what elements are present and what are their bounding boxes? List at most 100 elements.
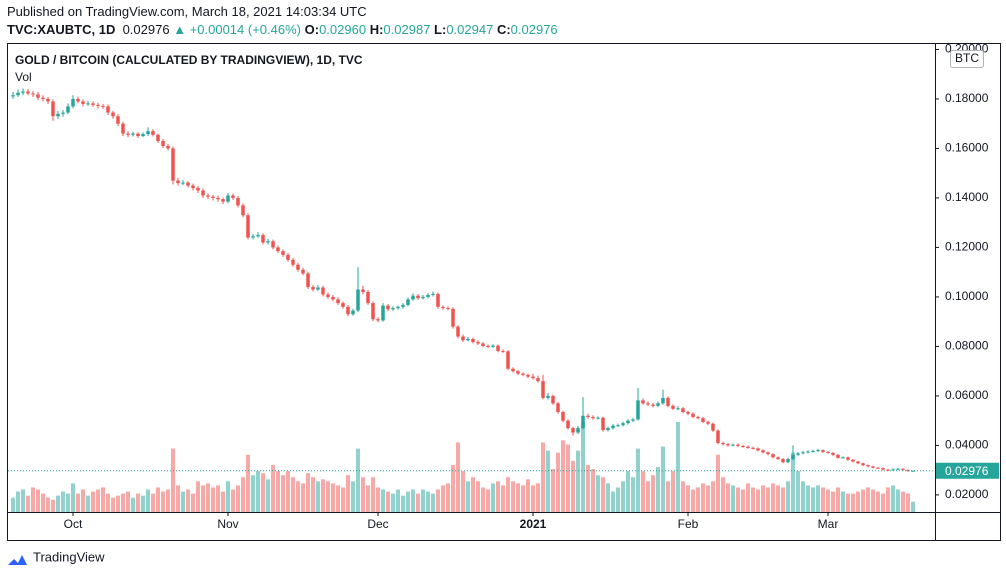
- candle-body: [126, 133, 130, 135]
- candle-body: [351, 310, 355, 315]
- volume-bar: [831, 491, 835, 512]
- volume-bar: [341, 487, 345, 512]
- y-tick-label: 0.04000: [945, 438, 989, 452]
- candle-body: [181, 182, 185, 184]
- volume-bar: [186, 489, 190, 512]
- volume-bar: [491, 483, 495, 512]
- volume-bar: [151, 493, 155, 512]
- candle-body: [756, 448, 760, 451]
- volume-bar: [666, 481, 670, 512]
- candle-body: [36, 94, 40, 98]
- volume-bar: [631, 477, 635, 512]
- candle-body: [711, 423, 715, 431]
- candle-body: [416, 295, 420, 299]
- volume-bar: [711, 481, 715, 512]
- candle-body: [191, 185, 195, 189]
- volume-bar: [721, 477, 725, 512]
- volume-bar: [251, 475, 255, 512]
- candle-body: [851, 459, 855, 462]
- volume-bar: [266, 479, 270, 512]
- candle-body: [826, 451, 830, 453]
- candle-body: [751, 447, 755, 449]
- candle-body: [156, 134, 160, 142]
- volume-bar: [51, 499, 55, 512]
- last-price-label: 0.02976: [945, 464, 989, 478]
- volume-bar: [501, 485, 505, 512]
- candle-body: [136, 133, 140, 137]
- candle-body: [276, 247, 280, 252]
- volume-bar: [161, 491, 165, 512]
- candle-body: [461, 336, 465, 341]
- candle-body: [271, 241, 275, 248]
- candle-body: [856, 461, 860, 464]
- candle-body: [516, 371, 520, 374]
- volume-bar: [746, 483, 750, 512]
- candle-body: [41, 97, 45, 99]
- candle-body: [446, 308, 450, 310]
- volume-bar: [716, 454, 720, 512]
- volume-bar: [261, 473, 265, 512]
- volume-bar: [626, 471, 630, 512]
- volume-bar: [111, 497, 115, 512]
- volume-bar: [421, 489, 425, 512]
- candle-body: [621, 423, 625, 426]
- volume-bar: [41, 493, 45, 512]
- candle-body: [216, 197, 220, 200]
- volume-bar: [681, 481, 685, 512]
- candle-body: [236, 197, 240, 206]
- volume-bar: [591, 469, 595, 512]
- candle-body: [186, 182, 190, 186]
- volume-bar: [296, 481, 300, 512]
- candle-body: [821, 450, 825, 452]
- candle-body: [636, 400, 640, 420]
- volume-bar: [206, 483, 210, 512]
- volume-bar: [731, 485, 735, 512]
- candle-layer: [8, 88, 935, 472]
- candle-body: [726, 444, 730, 446]
- candle-body: [46, 98, 50, 102]
- candle-body: [716, 430, 720, 443]
- volume-bar: [741, 489, 745, 512]
- volume-bar: [446, 483, 450, 512]
- candle-body: [641, 400, 645, 404]
- candle-body: [286, 254, 290, 260]
- volume-bar: [406, 491, 410, 512]
- volume-bar: [641, 471, 645, 512]
- volume-bar: [736, 487, 740, 512]
- candle-body: [616, 425, 620, 427]
- volume-bar: [861, 489, 865, 512]
- candle-body: [886, 469, 890, 471]
- candle-body: [541, 381, 545, 398]
- volume-bar: [481, 487, 485, 512]
- volume-bar: [16, 491, 20, 512]
- candle-body: [696, 416, 700, 419]
- volume-bar: [426, 491, 430, 512]
- candle-body: [336, 299, 340, 304]
- volume-bar: [216, 485, 220, 512]
- volume-bar: [371, 477, 375, 512]
- candle-body: [776, 457, 780, 460]
- symbol: TVC:XAUBTC, 1D: [7, 22, 116, 37]
- volume-bar: [766, 487, 770, 512]
- volume-bar: [301, 483, 305, 512]
- volume-bar: [106, 493, 110, 512]
- volume-bar: [896, 489, 900, 512]
- volume-bar: [511, 481, 515, 512]
- volume-bar: [791, 452, 795, 512]
- volume-bar: [321, 479, 325, 512]
- candle-body: [356, 289, 360, 311]
- candle-body: [196, 188, 200, 191]
- candle-body: [171, 148, 175, 181]
- volume-bar: [101, 487, 105, 512]
- volume-bar: [401, 495, 405, 512]
- volume-bar: [331, 483, 335, 512]
- candle-body: [86, 103, 90, 105]
- volume-bar: [461, 471, 465, 512]
- volume-bar: [256, 471, 260, 512]
- y-tick-label: 0.06000: [945, 388, 989, 402]
- volume-bar: [756, 489, 760, 512]
- candle-body: [61, 112, 65, 114]
- volume-bar: [201, 485, 205, 512]
- volume-bar: [121, 493, 125, 512]
- volume-bar: [71, 483, 75, 512]
